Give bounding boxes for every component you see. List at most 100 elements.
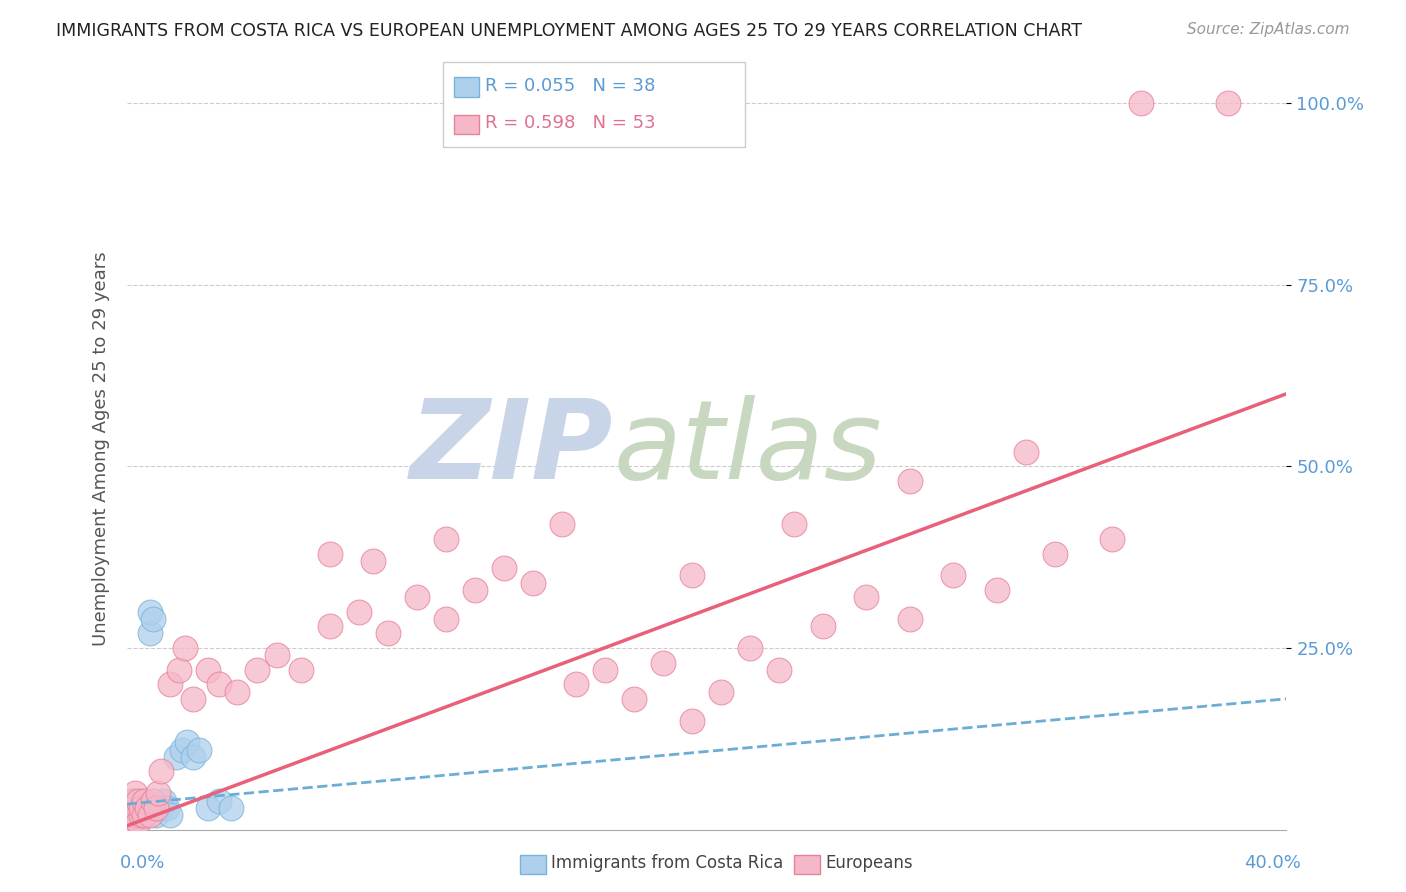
Point (550, 517, 572, 532)
Point (855, 590, 877, 604)
Point (565, 677, 588, 691)
Point (170, 742, 193, 756)
Point (225, 684, 247, 698)
Point (522, 575, 544, 590)
Point (121, 801, 143, 815)
Point (681, 714, 703, 728)
Point (1218, 96, 1240, 111)
Point (361, 554, 384, 568)
Point (710, 684, 733, 698)
Point (127, 793, 149, 807)
Point (181, 750, 204, 764)
Point (246, 663, 269, 677)
Point (197, 801, 219, 815)
Point (492, 561, 515, 575)
Point (118, 815, 141, 830)
Point (1014, 445, 1036, 459)
Point (405, 590, 427, 604)
Point (124, 808, 146, 822)
Point (681, 568, 703, 582)
Point (132, 793, 155, 807)
Text: 0.0%: 0.0% (120, 855, 165, 872)
Point (138, 605, 162, 619)
Point (142, 793, 165, 807)
Point (124, 786, 146, 800)
Point (118, 808, 141, 822)
Text: atlas: atlas (613, 395, 883, 501)
Point (124, 801, 146, 815)
Point (1101, 532, 1123, 546)
Point (181, 691, 204, 706)
Point (208, 793, 231, 807)
Point (623, 691, 645, 706)
Point (318, 619, 340, 633)
Point (347, 605, 370, 619)
Point (173, 640, 195, 655)
Point (135, 801, 157, 815)
Text: IMMIGRANTS FROM COSTA RICA VS EUROPEAN UNEMPLOYMENT AMONG AGES 25 TO 29 YEARS CO: IMMIGRANTS FROM COSTA RICA VS EUROPEAN U… (56, 22, 1083, 40)
Text: R = 0.598   N = 53: R = 0.598 N = 53 (485, 114, 655, 132)
Point (159, 677, 181, 691)
Point (290, 663, 312, 677)
Point (148, 786, 170, 800)
Point (898, 612, 921, 626)
Point (138, 808, 162, 822)
Text: Immigrants from Costa Rica: Immigrants from Costa Rica (551, 855, 783, 872)
Point (121, 793, 143, 807)
Point (124, 801, 146, 815)
Point (942, 568, 965, 582)
Point (208, 677, 231, 691)
Point (986, 582, 1008, 597)
Point (132, 808, 155, 822)
Point (188, 742, 211, 756)
Point (593, 663, 616, 677)
Point (464, 582, 486, 597)
Point (142, 612, 165, 626)
Point (127, 808, 149, 822)
Point (1043, 547, 1066, 561)
Point (150, 801, 173, 815)
Point (129, 801, 152, 815)
Point (811, 619, 834, 633)
Point (768, 663, 790, 677)
Y-axis label: Unemployment Among Ages 25 to 29 years: Unemployment Among Ages 25 to 29 years (91, 251, 110, 646)
Point (738, 640, 761, 655)
Point (129, 808, 152, 822)
Text: Source: ZipAtlas.com: Source: ZipAtlas.com (1187, 22, 1350, 37)
Point (124, 815, 146, 830)
Point (124, 808, 146, 822)
Point (138, 626, 162, 640)
Point (127, 815, 149, 830)
Text: 40.0%: 40.0% (1244, 855, 1301, 872)
Point (124, 793, 146, 807)
Point (132, 801, 155, 815)
Point (266, 648, 288, 663)
Point (121, 815, 143, 830)
Point (219, 801, 242, 815)
Point (167, 663, 190, 677)
Point (129, 801, 152, 815)
Point (135, 801, 157, 815)
Point (118, 815, 141, 830)
Point (132, 808, 155, 822)
Point (121, 815, 143, 830)
Point (150, 764, 173, 779)
Point (1130, 96, 1153, 111)
Point (118, 808, 141, 822)
Point (197, 663, 219, 677)
Point (145, 801, 167, 815)
Point (434, 612, 457, 626)
Point (135, 808, 157, 822)
Point (159, 808, 181, 822)
Point (156, 801, 179, 815)
Point (782, 517, 804, 532)
Text: Europeans: Europeans (825, 855, 912, 872)
Point (318, 547, 340, 561)
Point (118, 801, 141, 815)
Point (129, 793, 152, 807)
Point (118, 801, 141, 815)
Point (148, 801, 170, 815)
Point (121, 793, 143, 807)
Point (153, 793, 176, 807)
Point (165, 750, 187, 764)
